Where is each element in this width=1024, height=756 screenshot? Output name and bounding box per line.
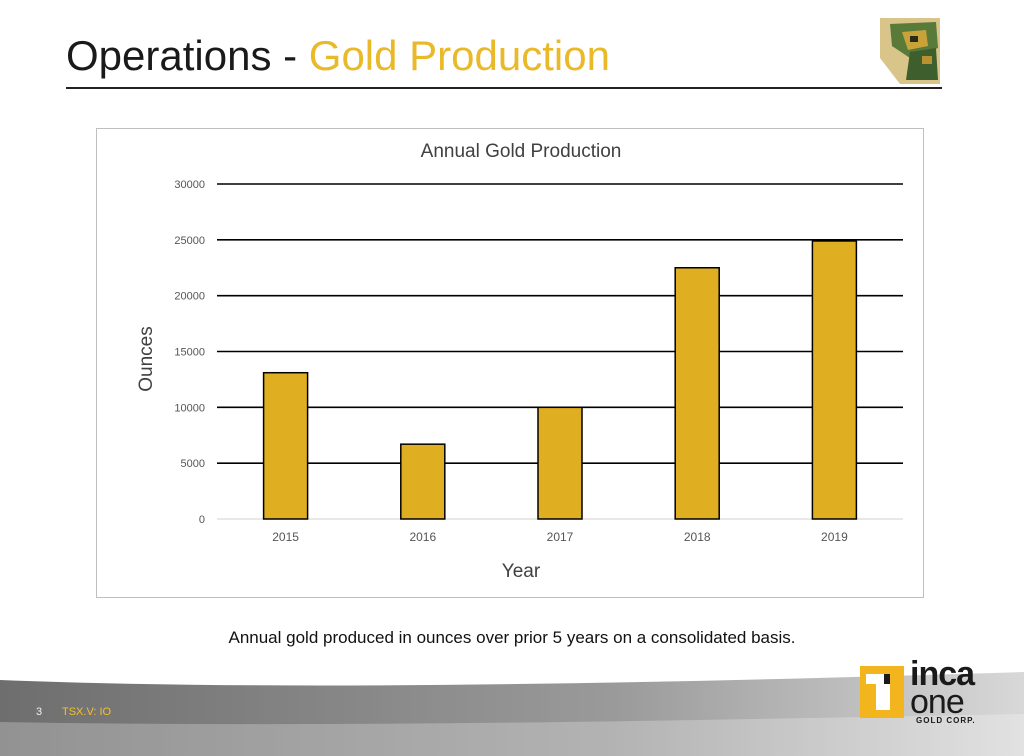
logo-word-inca: inca bbox=[910, 655, 975, 693]
slide-caption: Annual gold produced in ounces over prio… bbox=[228, 628, 796, 647]
bar-2018 bbox=[674, 267, 720, 520]
y-axis-label: Ounces bbox=[136, 326, 157, 391]
footer-band bbox=[0, 672, 1024, 756]
x-tick-label: 2017 bbox=[547, 530, 574, 544]
x-axis-label: Year bbox=[502, 561, 541, 582]
logo-word-one: one bbox=[910, 683, 965, 721]
y-tick-label: 10000 bbox=[174, 402, 205, 414]
slide-title: Operations - Gold Production bbox=[66, 28, 610, 84]
slide-number: 3 bbox=[36, 706, 43, 718]
bar-2019 bbox=[811, 240, 858, 520]
slide-title-main: Operations - bbox=[66, 32, 298, 79]
title-underline bbox=[66, 87, 942, 89]
x-axis-ticks: 2015 2016 2017 2018 2019 bbox=[272, 530, 848, 544]
y-tick-label: 20000 bbox=[174, 291, 205, 303]
x-tick-label: 2015 bbox=[272, 530, 299, 544]
logo-subtitle: GOLD CORP. bbox=[916, 716, 976, 725]
y-tick-label: 30000 bbox=[174, 179, 205, 191]
company-logo: inca one GOLD CORP. bbox=[860, 655, 990, 730]
y-tick-label: 5000 bbox=[181, 458, 205, 470]
y-tick-label: 25000 bbox=[174, 235, 205, 247]
bar-2016 bbox=[400, 443, 446, 520]
slide-title-accent: Gold Production bbox=[308, 32, 610, 79]
bar-chart: Annual Gold Production Ounces Year 0 5000… bbox=[136, 141, 903, 582]
x-tick-label: 2018 bbox=[684, 530, 711, 544]
ticker-symbol: TSX.V: IO bbox=[62, 706, 112, 718]
bar-2015 bbox=[262, 371, 309, 520]
y-tick-label: 0 bbox=[199, 514, 205, 526]
y-axis-ticks: 0 5000 10000 15000 20000 25000 30000 bbox=[174, 179, 205, 526]
x-tick-label: 2016 bbox=[409, 530, 436, 544]
x-tick-label: 2019 bbox=[821, 530, 848, 544]
inca-mask-icon bbox=[880, 18, 940, 84]
chart-frame: Annual Gold Production Ounces Year 0 5000… bbox=[96, 128, 924, 598]
chart-title: Annual Gold Production bbox=[421, 141, 622, 162]
bar-2017 bbox=[537, 406, 583, 520]
bars bbox=[262, 240, 858, 520]
gridlines bbox=[217, 183, 903, 520]
y-tick-label: 15000 bbox=[174, 347, 205, 359]
logo-mark-icon bbox=[860, 666, 904, 718]
